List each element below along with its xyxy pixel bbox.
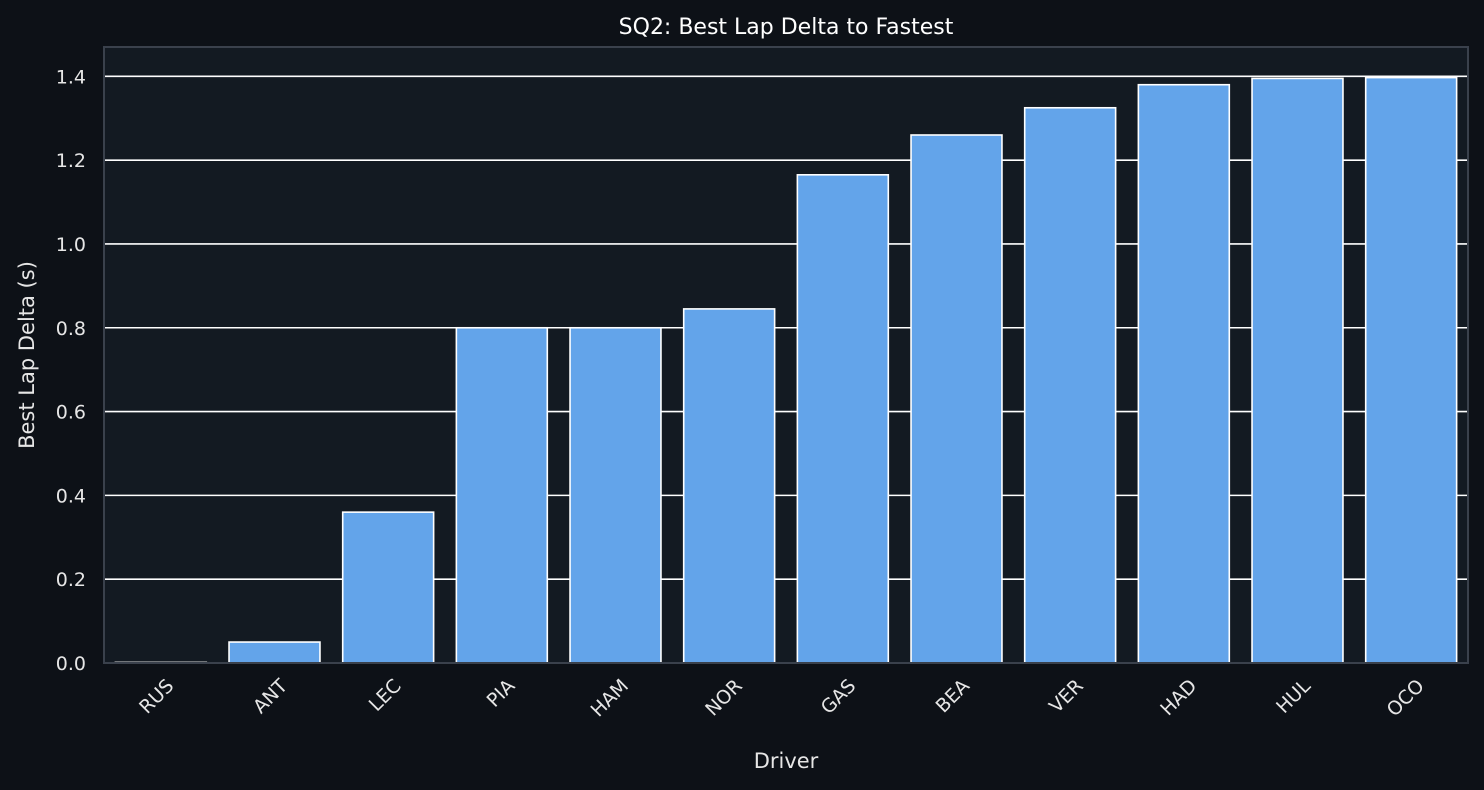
y-tick-label: 1.0 (56, 234, 86, 256)
bar-hul (1251, 77, 1344, 664)
bar-had (1137, 83, 1231, 664)
y-tick-labels: 0.0 0.2 0.4 0.6 0.8 1.0 1.2 1.4 (56, 66, 86, 675)
gridlines (104, 75, 1468, 580)
bar-nor (682, 308, 776, 664)
chart-title: SQ2: Best Lap Delta to Fastest (619, 15, 954, 40)
y-tick-label: 0.2 (56, 569, 86, 591)
x-axis-title: Driver (754, 749, 819, 773)
y-tick-label: 0.8 (56, 318, 86, 340)
bar-ver (1023, 106, 1117, 664)
y-axis-title: Best Lap Delta (s) (15, 261, 39, 449)
bar-gas (796, 174, 890, 664)
bar-bea (910, 134, 1003, 664)
bars (114, 76, 1458, 664)
y-tick-label: 0.0 (56, 653, 86, 675)
bar-pia (455, 326, 549, 664)
plot-area (104, 47, 1468, 663)
plot-frame (103, 46, 1469, 664)
y-tick-label: 1.4 (56, 66, 86, 88)
y-tick-label: 0.6 (56, 402, 86, 424)
bar-oco (1364, 76, 1458, 664)
y-tick-label: 1.2 (56, 150, 86, 172)
y-tick-label: 0.4 (56, 485, 86, 507)
bar-ant (228, 641, 321, 664)
bar-ham (569, 326, 662, 664)
bar-lec (341, 511, 435, 664)
